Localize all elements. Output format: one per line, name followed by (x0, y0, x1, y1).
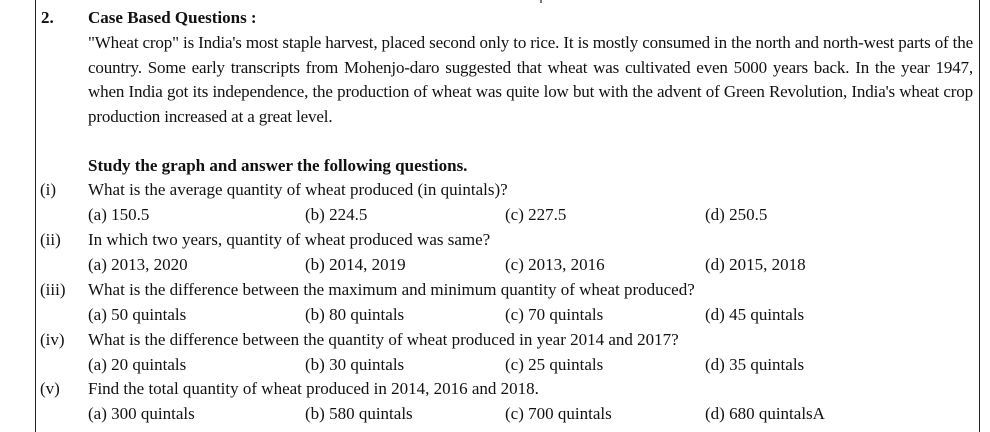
instruction-text: Study the graph and answer the following… (88, 156, 468, 175)
option-b: (b) 224.5 (305, 205, 368, 224)
option-d: (d) 35 quintals (705, 355, 805, 374)
option-b: (b) 30 quintals (305, 355, 405, 374)
question-text: What is the difference between the quant… (88, 330, 679, 349)
question-text: Find the total quantity of wheat produce… (88, 379, 539, 398)
question-label: (i) (40, 180, 57, 199)
option-d: (d) 2015, 2018 (705, 255, 806, 274)
option-b: (b) 2014, 2019 (305, 255, 406, 274)
option-c: (c) 2013, 2016 (505, 255, 605, 274)
top-crop-mark (540, 0, 542, 3)
question-text: In which two years, quantity of wheat pr… (88, 230, 491, 249)
option-c: (c) 25 quintals (505, 355, 604, 374)
option-a: (a) 2013, 2020 (88, 255, 188, 274)
question-text: What is the average quantity of wheat pr… (88, 180, 508, 199)
option-c: (c) 700 quintals (505, 404, 612, 423)
question-number: 2. (41, 8, 54, 27)
option-d: (d) 45 quintals (705, 305, 805, 324)
option-c: (c) 227.5 (505, 205, 567, 224)
section-heading: Case Based Questions : (88, 8, 257, 27)
question-label: (v) (40, 379, 60, 398)
question-label: (iii) (40, 280, 66, 299)
question-label: (iv) (40, 330, 65, 349)
question-label: (ii) (40, 230, 61, 249)
left-border (35, 0, 36, 432)
option-b: (b) 80 quintals (305, 305, 405, 324)
option-a: (a) 20 quintals (88, 355, 187, 374)
case-passage: "Wheat crop" is India's most staple harv… (88, 33, 973, 126)
right-border (979, 0, 980, 432)
option-a: (a) 150.5 (88, 205, 150, 224)
option-a: (a) 50 quintals (88, 305, 187, 324)
option-b: (b) 580 quintals (305, 404, 413, 423)
option-d: (d) 680 quintalsA (705, 404, 825, 423)
option-c: (c) 70 quintals (505, 305, 604, 324)
question-text: What is the difference between the maxim… (88, 280, 695, 299)
option-d: (d) 250.5 (705, 205, 768, 224)
option-a: (a) 300 quintals (88, 404, 195, 423)
